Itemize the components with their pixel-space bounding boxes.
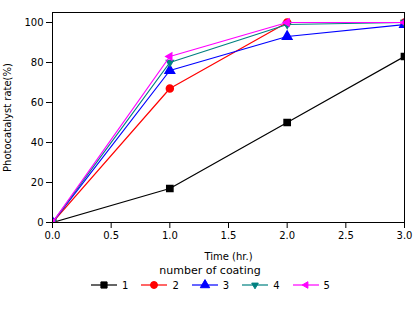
- svg-text:1.5: 1.5: [221, 230, 237, 241]
- svg-text:40: 40: [31, 137, 44, 148]
- svg-text:0: 0: [37, 217, 43, 228]
- svg-text:20: 20: [31, 177, 44, 188]
- html-text:1: 1: [122, 279, 129, 291]
- svg-text:Photocatalyst rate(%): Photocatalyst rate(%): [2, 63, 13, 172]
- html-text:number of coating: number of coating: [159, 264, 261, 277]
- svg-text:100: 100: [24, 17, 43, 28]
- svg-text:3.0: 3.0: [397, 230, 413, 241]
- svg-text:80: 80: [31, 57, 44, 68]
- html-text:5: 5: [323, 279, 330, 291]
- svg-text:60: 60: [31, 97, 44, 108]
- html-text:3: 3: [222, 279, 230, 291]
- svg-text:0.5: 0.5: [103, 230, 119, 241]
- svg-text:0.0: 0.0: [45, 230, 61, 241]
- svg-text:2.0: 2.0: [279, 230, 295, 241]
- html-text:4: 4: [273, 279, 280, 291]
- svg-text:1.0: 1.0: [162, 230, 178, 241]
- html-text:2: 2: [172, 279, 179, 291]
- svg-text:2.5: 2.5: [338, 230, 354, 241]
- svg-text:Time (hr.): Time (hr.): [203, 251, 252, 262]
